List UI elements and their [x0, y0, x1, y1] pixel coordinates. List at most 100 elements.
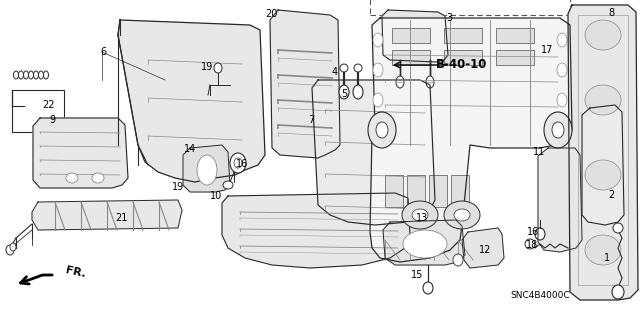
Ellipse shape: [585, 85, 621, 115]
Bar: [407, 175, 425, 207]
Ellipse shape: [368, 112, 396, 148]
Ellipse shape: [613, 223, 623, 233]
Polygon shape: [383, 220, 465, 265]
Bar: [392, 28, 430, 43]
Text: 22: 22: [42, 100, 54, 110]
Polygon shape: [118, 20, 265, 182]
Bar: [496, 28, 534, 43]
Polygon shape: [462, 228, 504, 268]
Ellipse shape: [373, 93, 383, 107]
Text: 16: 16: [527, 227, 539, 237]
Text: 7: 7: [308, 115, 314, 125]
Text: 21: 21: [116, 213, 128, 223]
Text: SNC4B4000C: SNC4B4000C: [510, 291, 570, 300]
Text: 19: 19: [201, 62, 213, 72]
Text: 18: 18: [525, 240, 538, 250]
Polygon shape: [568, 5, 638, 300]
Ellipse shape: [230, 153, 246, 173]
Ellipse shape: [33, 71, 38, 79]
Bar: [385, 175, 403, 207]
Ellipse shape: [66, 173, 78, 183]
Bar: [370, 0, 570, 15]
Ellipse shape: [535, 228, 545, 240]
Ellipse shape: [453, 254, 463, 266]
Ellipse shape: [10, 243, 16, 251]
Text: 17: 17: [541, 45, 553, 55]
Ellipse shape: [557, 93, 567, 107]
Ellipse shape: [353, 85, 363, 99]
Text: 8: 8: [608, 8, 614, 18]
Ellipse shape: [223, 181, 233, 189]
Polygon shape: [538, 148, 582, 252]
Text: 3: 3: [446, 13, 452, 23]
Bar: [12, 90, 64, 132]
Ellipse shape: [38, 71, 44, 79]
Ellipse shape: [585, 235, 621, 265]
Bar: [429, 175, 447, 207]
Ellipse shape: [44, 71, 49, 79]
Bar: [444, 50, 482, 65]
Ellipse shape: [552, 122, 564, 138]
Text: 6: 6: [100, 47, 106, 57]
Text: 1: 1: [604, 253, 610, 263]
Text: 15: 15: [411, 270, 423, 280]
Polygon shape: [312, 80, 435, 225]
Ellipse shape: [19, 71, 24, 79]
Ellipse shape: [13, 71, 19, 79]
Polygon shape: [582, 105, 624, 225]
Text: 4: 4: [332, 67, 338, 77]
Ellipse shape: [544, 112, 572, 148]
Polygon shape: [270, 10, 340, 158]
Text: 2: 2: [608, 190, 614, 200]
Ellipse shape: [373, 33, 383, 47]
Text: 12: 12: [479, 245, 491, 255]
Text: 11: 11: [532, 147, 545, 157]
Polygon shape: [382, 10, 448, 62]
Text: 13: 13: [416, 213, 428, 223]
Bar: [392, 50, 430, 65]
Bar: [578, 15, 628, 285]
Ellipse shape: [612, 285, 624, 299]
Ellipse shape: [373, 63, 383, 77]
Ellipse shape: [339, 85, 349, 99]
Polygon shape: [183, 145, 230, 192]
Ellipse shape: [557, 63, 567, 77]
Text: FR.: FR.: [65, 265, 87, 279]
Ellipse shape: [214, 63, 222, 73]
Ellipse shape: [396, 76, 404, 88]
Ellipse shape: [197, 155, 217, 185]
Ellipse shape: [557, 33, 567, 47]
Polygon shape: [370, 18, 572, 262]
Ellipse shape: [402, 201, 438, 229]
Ellipse shape: [92, 173, 104, 183]
Text: B-40-10: B-40-10: [436, 58, 488, 71]
Text: 9: 9: [49, 115, 55, 125]
Ellipse shape: [403, 230, 447, 258]
Text: 16: 16: [236, 159, 248, 169]
Polygon shape: [32, 200, 182, 230]
Text: 5: 5: [340, 89, 347, 99]
Polygon shape: [222, 193, 410, 268]
Ellipse shape: [525, 239, 535, 249]
Ellipse shape: [412, 209, 428, 221]
Ellipse shape: [423, 282, 433, 294]
Ellipse shape: [340, 64, 348, 72]
Text: 19: 19: [172, 182, 184, 192]
Ellipse shape: [234, 158, 242, 168]
Ellipse shape: [376, 122, 388, 138]
Text: 20: 20: [266, 9, 278, 19]
Bar: [451, 175, 469, 207]
Text: 10: 10: [210, 191, 222, 201]
Ellipse shape: [454, 209, 470, 221]
Ellipse shape: [585, 20, 621, 50]
Ellipse shape: [585, 160, 621, 190]
Bar: [444, 28, 482, 43]
Ellipse shape: [6, 245, 14, 255]
Ellipse shape: [354, 64, 362, 72]
Ellipse shape: [444, 201, 480, 229]
Polygon shape: [33, 118, 128, 188]
Ellipse shape: [426, 76, 434, 88]
Ellipse shape: [29, 71, 33, 79]
Text: 14: 14: [184, 144, 196, 154]
Bar: [496, 50, 534, 65]
